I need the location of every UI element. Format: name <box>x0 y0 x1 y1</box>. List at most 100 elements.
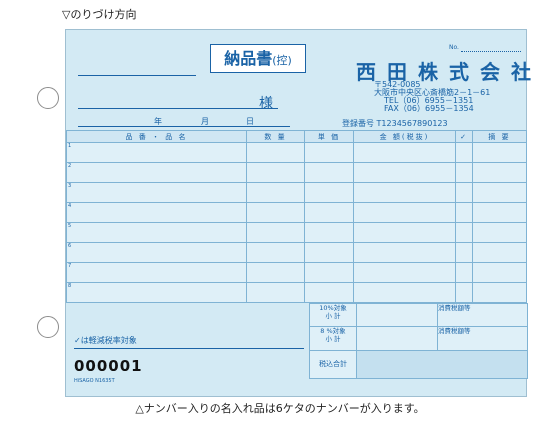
qty-cell[interactable] <box>246 182 305 203</box>
recipient-line-2 <box>78 108 278 109</box>
col-note: 摘 要 <box>472 130 527 143</box>
price-cell[interactable] <box>304 242 354 263</box>
tax-10-amount[interactable] <box>356 303 438 327</box>
note-cell[interactable] <box>472 142 527 163</box>
table-row: 4 <box>66 202 527 223</box>
check-cell[interactable] <box>455 282 473 303</box>
check-cell[interactable] <box>455 162 473 183</box>
date-day-label: 日 <box>246 117 254 126</box>
recipient-line-1 <box>78 75 196 76</box>
punch-hole-bottom <box>37 316 59 338</box>
tax-8-subtotal: 小 計 <box>325 335 341 343</box>
check-cell[interactable] <box>455 262 473 283</box>
price-cell[interactable] <box>304 142 354 163</box>
row-number: 3 <box>66 182 247 203</box>
glue-direction-caption: ▽のりづけ方向 <box>62 8 137 21</box>
price-cell[interactable] <box>304 202 354 223</box>
date-year-label: 年 <box>154 117 162 126</box>
row-number: 5 <box>66 222 247 243</box>
amount-cell[interactable] <box>353 282 456 303</box>
registration-number: 登録番号 T1234567890123 <box>342 119 448 128</box>
price-cell[interactable] <box>304 282 354 303</box>
row-number: 6 <box>66 242 247 263</box>
items-table: 品 番 ・ 品 名 数 量 単 価 金 額(税抜) ✓ 摘 要 1 2 3 4 … <box>66 130 527 303</box>
amount-cell[interactable] <box>353 182 456 203</box>
table-row: 6 <box>66 242 527 263</box>
row-number: 4 <box>66 202 247 223</box>
serial-number: 000001 <box>74 357 143 375</box>
amount-cell[interactable] <box>353 222 456 243</box>
amount-cell[interactable] <box>353 202 456 223</box>
honorific-sama: 様 <box>259 96 273 112</box>
tax-10-consumption-label: 消費税額等 <box>438 304 471 312</box>
note-cell[interactable] <box>472 202 527 223</box>
row-number: 8 <box>66 282 247 303</box>
tax-inclusive-total-label: 税込合計 <box>309 350 357 379</box>
number-label: No. <box>449 44 459 51</box>
note-cell[interactable] <box>472 282 527 303</box>
reduced-note-underline <box>74 348 304 349</box>
tax-8-consumption-label: 消費税額等 <box>438 327 471 335</box>
note-cell[interactable] <box>472 162 527 183</box>
brand-label: HiSAGO N1635T <box>74 378 115 384</box>
qty-cell[interactable] <box>246 202 305 223</box>
row-number: 1 <box>66 142 247 163</box>
tax-10-label-cell: 10%対象 小 計 <box>309 303 357 327</box>
col-amount: 金 額(税抜) <box>353 130 456 143</box>
amount-cell[interactable] <box>353 262 456 283</box>
qty-cell[interactable] <box>246 162 305 183</box>
amount-cell[interactable] <box>353 242 456 263</box>
table-row: 1 <box>66 142 527 163</box>
price-cell[interactable] <box>304 182 354 203</box>
qty-cell[interactable] <box>246 282 305 303</box>
items-header-row: 品 番 ・ 品 名 数 量 単 価 金 額(税抜) ✓ 摘 要 <box>66 130 527 143</box>
qty-cell[interactable] <box>246 222 305 243</box>
tax-8-label-cell: 8 %対象 小 計 <box>309 326 357 351</box>
col-check: ✓ <box>455 130 473 143</box>
tax-inclusive-total-value[interactable] <box>356 350 528 379</box>
form-title-text: 納品書 <box>224 49 273 68</box>
number-line <box>461 51 521 52</box>
row-number: 7 <box>66 262 247 283</box>
tax-8-label: 8 %対象 <box>320 327 346 335</box>
note-cell[interactable] <box>472 182 527 203</box>
tax-8-consumption-cell[interactable]: 消費税額等 <box>437 326 528 351</box>
address-tel: TEL（06）6955－1351 <box>384 96 474 105</box>
tax-10-label: 10%対象 <box>319 304 347 312</box>
address-fax: FAX（06）6955－1354 <box>384 104 474 113</box>
number-note-caption: △ナンバー入りの名入れ品は6ケタのナンバーが入ります。 <box>135 402 425 415</box>
col-unit-price: 単 価 <box>304 130 354 143</box>
price-cell[interactable] <box>304 262 354 283</box>
col-item-name: 品 番 ・ 品 名 <box>66 130 247 143</box>
note-cell[interactable] <box>472 222 527 243</box>
qty-cell[interactable] <box>246 142 305 163</box>
check-cell[interactable] <box>455 222 473 243</box>
amount-cell[interactable] <box>353 162 456 183</box>
address-street: 大阪市中央区心斎橋筋2－1－61 <box>374 88 491 97</box>
qty-cell[interactable] <box>246 262 305 283</box>
form-title: 納品書(控) <box>210 44 306 73</box>
note-cell[interactable] <box>472 242 527 263</box>
punch-hole-top <box>37 87 59 109</box>
table-row: 5 <box>66 222 527 243</box>
table-row: 2 <box>66 162 527 183</box>
qty-cell[interactable] <box>246 242 305 263</box>
date-line <box>78 126 290 127</box>
check-cell[interactable] <box>455 202 473 223</box>
table-row: 3 <box>66 182 527 203</box>
tax-8-amount[interactable] <box>356 326 438 351</box>
row-number: 2 <box>66 162 247 183</box>
table-row: 7 <box>66 262 527 283</box>
col-quantity: 数 量 <box>246 130 305 143</box>
tax-10-subtotal: 小 計 <box>325 312 341 320</box>
note-cell[interactable] <box>472 262 527 283</box>
check-cell[interactable] <box>455 182 473 203</box>
form-title-suffix: (控) <box>272 54 292 67</box>
price-cell[interactable] <box>304 222 354 243</box>
check-cell[interactable] <box>455 242 473 263</box>
tax-10-consumption-cell[interactable]: 消費税額等 <box>437 303 528 327</box>
table-row: 8 <box>66 282 527 303</box>
amount-cell[interactable] <box>353 142 456 163</box>
check-cell[interactable] <box>455 142 473 163</box>
price-cell[interactable] <box>304 162 354 183</box>
